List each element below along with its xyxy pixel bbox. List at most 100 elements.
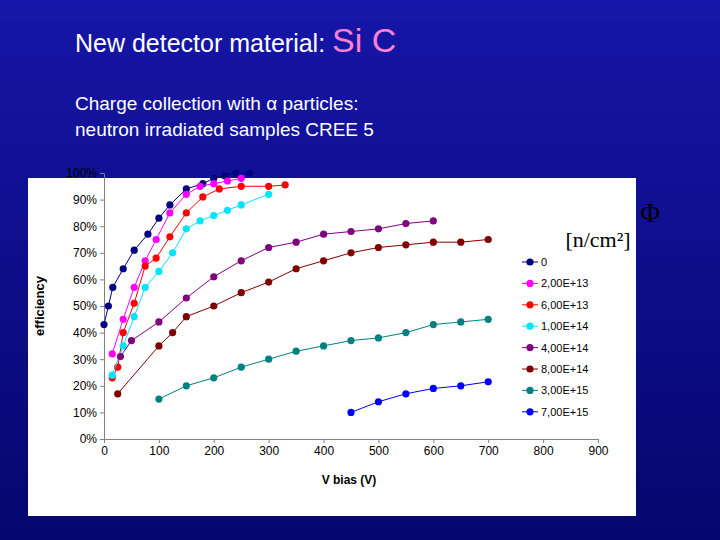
- data-point: [131, 300, 138, 307]
- slide: New detector material: Si CCharge collec…: [0, 0, 720, 540]
- legend-marker: [526, 323, 533, 330]
- tick-label: 0%: [80, 432, 98, 446]
- data-point: [196, 183, 203, 190]
- data-point: [430, 321, 437, 328]
- data-point: [155, 342, 162, 349]
- x-axis: 0100200300400500600700800900: [101, 439, 609, 458]
- data-point: [142, 263, 149, 270]
- data-point: [347, 228, 354, 235]
- tick-mark: [598, 439, 599, 443]
- data-point: [109, 284, 116, 291]
- series-line: [112, 185, 285, 378]
- data-point: [166, 233, 173, 240]
- legend-marker: [526, 408, 533, 415]
- data-point: [210, 302, 217, 309]
- data-point: [117, 353, 124, 360]
- legend-marker: [526, 344, 533, 351]
- data-point: [320, 257, 327, 264]
- tick: 40%: [73, 326, 104, 340]
- data-point: [183, 313, 190, 320]
- tick-mark: [100, 386, 104, 387]
- data-point: [224, 177, 231, 184]
- tick: 700: [479, 439, 499, 458]
- data-point: [238, 289, 245, 296]
- legend-label: 4,00E+14: [541, 342, 588, 354]
- data-point: [105, 302, 112, 309]
- data-point: [155, 396, 162, 403]
- data-point: [210, 180, 217, 187]
- data-point: [183, 209, 190, 216]
- series: [114, 236, 492, 397]
- series: [117, 217, 437, 360]
- data-point: [210, 273, 217, 280]
- tick: 800: [534, 439, 554, 458]
- data-point: [155, 318, 162, 325]
- data-point: [375, 225, 382, 232]
- data-point: [120, 265, 127, 272]
- tick: 20%: [73, 379, 104, 393]
- data-point: [293, 239, 300, 246]
- data-point: [232, 169, 239, 176]
- tick-label: 0: [101, 444, 108, 458]
- tick-label: 30%: [73, 353, 97, 367]
- tick-label: 60%: [73, 273, 97, 287]
- data-point: [196, 217, 203, 224]
- legend-label: 2,00E+13: [541, 277, 588, 289]
- tick-label: 600: [424, 444, 444, 458]
- legend-marker: [526, 365, 533, 372]
- legend-marker: [526, 301, 533, 308]
- legend-item: 1,00E+14: [522, 320, 588, 332]
- legend-item: 3,00E+15: [522, 384, 588, 396]
- data-point: [320, 231, 327, 238]
- data-point: [430, 217, 437, 224]
- tick-label: 900: [588, 444, 608, 458]
- data-point: [265, 278, 272, 285]
- legend-marker: [526, 387, 533, 394]
- tick-label: 800: [534, 444, 554, 458]
- y-axis: 0%10%20%30%40%50%60%70%80%90%100%: [66, 166, 104, 446]
- data-point: [293, 348, 300, 355]
- data-point: [238, 364, 245, 371]
- data-point: [131, 313, 138, 320]
- legend-label: 3,00E+15: [541, 384, 588, 396]
- tick: 600: [424, 439, 444, 458]
- tick: 900: [588, 439, 608, 458]
- data-point: [320, 342, 327, 349]
- data-point: [402, 220, 409, 227]
- data-point: [457, 382, 464, 389]
- tick-label: 400: [314, 444, 334, 458]
- tick-label: 40%: [73, 326, 97, 340]
- tick-mark: [269, 439, 270, 443]
- legend-item: 4,00E+14: [522, 342, 588, 354]
- tick: 500: [369, 439, 389, 458]
- legend-item: 7,00E+15: [522, 406, 588, 418]
- tick-mark: [100, 439, 104, 440]
- data-point: [238, 175, 245, 182]
- legend-marker: [526, 280, 533, 287]
- tick: 30%: [73, 353, 104, 367]
- tick-mark: [100, 226, 104, 227]
- tick-label: 70%: [73, 246, 97, 260]
- tick: 70%: [73, 246, 104, 260]
- legend: 02,00E+136,00E+131,00E+144,00E+148,00E+1…: [522, 256, 588, 418]
- series: [109, 181, 289, 381]
- tick-label: 100%: [66, 166, 97, 180]
- data-point: [109, 372, 116, 379]
- tick: 80%: [73, 220, 104, 234]
- data-point: [457, 239, 464, 246]
- data-point: [169, 249, 176, 256]
- data-point: [183, 225, 190, 232]
- data-point: [120, 316, 127, 323]
- series-line: [112, 194, 268, 375]
- tick-mark: [433, 439, 434, 443]
- tick-label: 20%: [73, 379, 97, 393]
- tick-mark: [100, 359, 104, 360]
- data-point: [293, 265, 300, 272]
- data-point: [347, 337, 354, 344]
- data-point: [169, 329, 176, 336]
- tick-mark: [100, 279, 104, 280]
- tick-mark: [100, 333, 104, 334]
- data-point: [430, 239, 437, 246]
- data-point: [155, 268, 162, 275]
- tick-mark: [100, 253, 104, 254]
